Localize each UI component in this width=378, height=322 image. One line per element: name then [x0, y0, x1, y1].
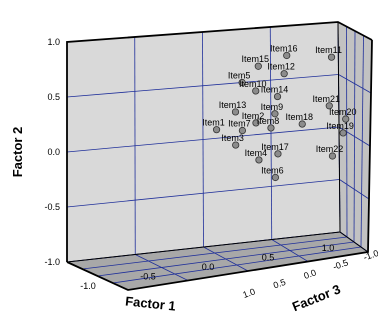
- scatter-point: [339, 129, 347, 137]
- point-label: Item12: [267, 62, 295, 72]
- scatter-point: [238, 78, 246, 87]
- scatter-point: [212, 126, 221, 134]
- scatter-point: [342, 115, 350, 123]
- y-tick-label: -1.0: [44, 257, 60, 267]
- x-tick-label: 0.5: [262, 253, 275, 263]
- floor-plane: [67, 232, 368, 290]
- point-label: Item11: [315, 45, 342, 55]
- grid-line: [202, 31, 204, 248]
- point-label: Item1: [202, 118, 225, 128]
- frame-floor-front: [66, 39, 373, 291]
- z-axis-ticks: 1.0 0.5 0.0 -0.5 -1.0: [241, 248, 378, 300]
- point-label: Item4: [245, 148, 268, 158]
- plot-frame: [66, 21, 373, 291]
- x-axis-ticks: -1.0 -0.5 0.0 0.5 1.0: [80, 243, 334, 291]
- z-tick-label: 1.0: [241, 286, 256, 300]
- x-tick-label: -1.0: [80, 281, 96, 291]
- y-axis-title: Factor 2: [10, 127, 25, 178]
- scatter-point: [232, 141, 240, 149]
- point-label: Item10: [239, 79, 267, 89]
- scatter-point: [231, 108, 240, 116]
- data-points: Item16 Item11Item15Item12Item5Item10Item1…: [202, 43, 357, 182]
- point-label: Item15: [242, 54, 270, 64]
- scatter-point: [274, 150, 282, 158]
- point-label: Item16: [270, 43, 298, 53]
- y-axis-ticks: -1.0 -0.5 0.0 0.5 1.0: [44, 37, 60, 267]
- grid-line: [346, 26, 348, 238]
- scatter-point: [283, 51, 291, 60]
- z-tick-label: 0.5: [272, 277, 287, 291]
- scatter-point: [252, 119, 260, 127]
- point-label: Item5: [228, 70, 251, 80]
- z-tick-label: -1.0: [362, 248, 378, 263]
- scatter-point: [254, 62, 262, 70]
- grid-line: [112, 246, 362, 284]
- x-axis-title: Factor 1: [125, 293, 177, 313]
- point-label: Item22: [316, 144, 344, 154]
- scatter-point: [267, 124, 275, 132]
- point-label: Item19: [326, 121, 354, 131]
- y-tick-label: 0.5: [47, 92, 60, 102]
- scatter-point: [328, 152, 337, 160]
- scatter-point: [271, 173, 280, 182]
- scatter-point: [327, 53, 336, 61]
- scatter-point: [280, 70, 288, 78]
- y-tick-label: 1.0: [47, 37, 60, 47]
- frame-floor-back-right: [339, 231, 369, 253]
- scatter-point: [255, 156, 263, 164]
- point-label: Item7: [228, 119, 251, 129]
- point-label: Item2: [242, 111, 265, 121]
- grid-line: [353, 30, 356, 243]
- scatter-point: [238, 126, 247, 135]
- point-label: Item21: [313, 94, 341, 104]
- x-tick-label: 1.0: [322, 243, 335, 253]
- point-label: Item17: [261, 142, 289, 152]
- point-label: Item6: [261, 165, 284, 175]
- scatter-point: [271, 110, 279, 118]
- point-label: Item9: [261, 102, 284, 112]
- point-label: Item14: [261, 85, 289, 95]
- point-label: Item18: [285, 112, 313, 122]
- grid-line: [269, 26, 273, 240]
- scatter-point: [298, 120, 306, 128]
- scatter-point: [273, 92, 282, 101]
- y-tick-label: 0.0: [47, 147, 60, 157]
- point-label: Item20: [329, 107, 357, 117]
- scatter-point: [325, 102, 333, 110]
- y-tick-label: -0.5: [44, 202, 60, 212]
- frame-back-edges: [66, 21, 373, 262]
- scatter-point: [252, 87, 260, 95]
- frame-back-floor: [66, 231, 341, 263]
- z-tick-label: -0.5: [331, 257, 349, 272]
- z-tick-label: 0.0: [302, 267, 317, 281]
- x-tick-label: -0.5: [140, 272, 156, 282]
- grid-line: [134, 36, 136, 255]
- point-label: Item8: [257, 116, 280, 126]
- frame-back-vertical: [337, 21, 341, 233]
- x-tick-label: 0.0: [202, 262, 215, 272]
- point-label: Item3: [221, 133, 244, 143]
- grid-line: [97, 241, 355, 277]
- z-axis-title: Factor 3: [290, 281, 343, 314]
- grid-line: [82, 236, 348, 270]
- grid-line: [360, 35, 364, 248]
- point-label: Item13: [219, 100, 247, 110]
